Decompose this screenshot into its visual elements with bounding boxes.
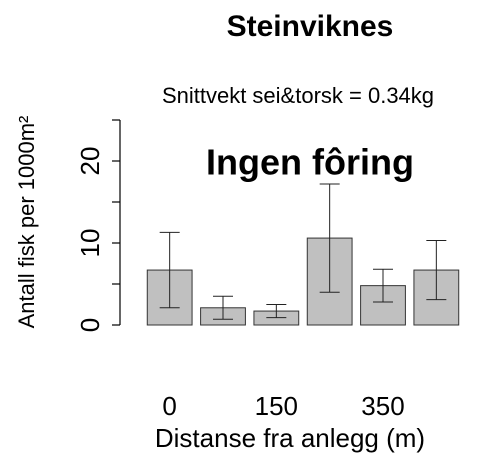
chart-title: Steinviknes — [227, 10, 394, 43]
chart-subtitle: Snittvekt sei&torsk = 0.34kg — [162, 83, 434, 108]
error-bar — [319, 183, 340, 293]
x-axis-label: Distanse fra anlegg (m) — [155, 423, 425, 453]
y-axis-label: Antall fisk per 1000m² — [14, 116, 39, 329]
error-bar — [159, 231, 180, 309]
y-tick-label: 20 — [75, 147, 105, 176]
error-bar — [426, 240, 447, 301]
y-tick-label: 0 — [75, 318, 105, 332]
x-tick-label: 150 — [255, 391, 298, 421]
error-bar — [266, 304, 287, 319]
error-bar — [213, 295, 233, 320]
x-tick-label: 350 — [361, 391, 404, 421]
x-tick-label: 0 — [162, 391, 176, 421]
y-tick-label: 10 — [75, 229, 105, 258]
annotation: Ingen fôring — [206, 142, 414, 183]
error-bar — [373, 268, 393, 303]
